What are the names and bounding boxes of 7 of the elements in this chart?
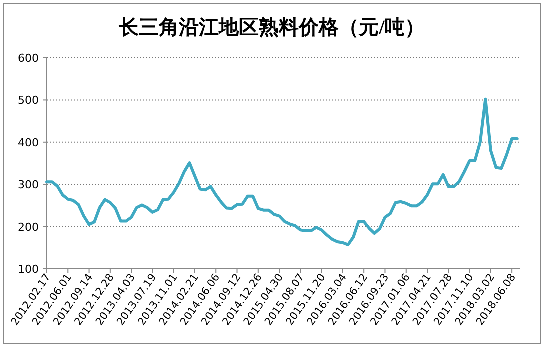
y-tick-label: 600 <box>18 52 39 65</box>
y-tick-label: 300 <box>18 178 39 192</box>
y-tick-label: 500 <box>18 94 39 108</box>
chart-title: 长三角沿江地区熟料价格（元/吨） <box>118 16 425 39</box>
y-tick-label: 400 <box>18 136 39 150</box>
y-tick-label: 200 <box>18 220 39 234</box>
y-tick-label: 100 <box>18 263 39 276</box>
